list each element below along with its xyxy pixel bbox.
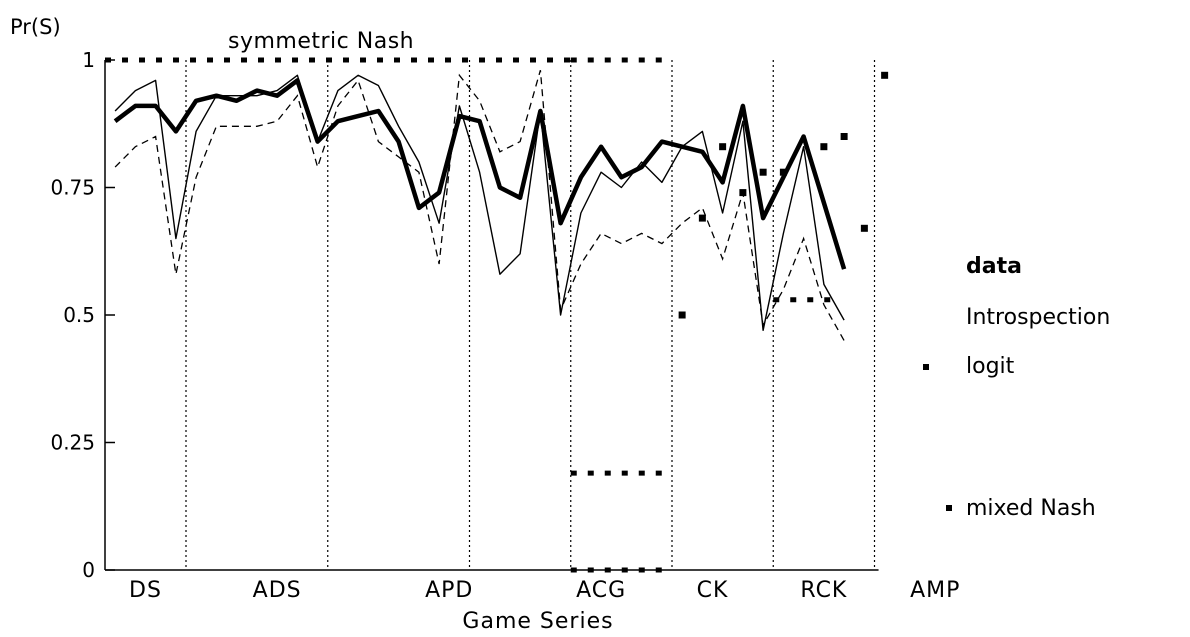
legend: data Introspection logit mixed Nash bbox=[923, 254, 1110, 521]
mixed-nash-point bbox=[719, 143, 727, 151]
mixed-nash-point bbox=[820, 143, 828, 151]
legend-data-label: data bbox=[966, 254, 1022, 279]
mixed-nash-point bbox=[881, 71, 889, 79]
series-layer bbox=[113, 70, 847, 341]
x-group-label: ADS bbox=[253, 578, 302, 603]
symmetric-nash-annotation: symmetric Nash bbox=[228, 29, 414, 54]
y-tick-label: 0.5 bbox=[63, 303, 95, 327]
x-axis-title: Game Series bbox=[462, 609, 613, 634]
x-group-label: APD bbox=[425, 578, 473, 603]
y-axis-title: Pr(S) bbox=[10, 15, 61, 39]
mixed-nash-point bbox=[698, 214, 706, 222]
legend-logit-label: logit bbox=[966, 354, 1015, 379]
axis-layer: 0 0.25 0.5 0.75 1 DS ADS APD ACG CK RCK AMP bbox=[50, 48, 960, 603]
y-tick-label: 0.25 bbox=[50, 431, 95, 455]
x-group-label: ACG bbox=[576, 578, 626, 603]
mixed-nash-point bbox=[759, 168, 767, 176]
legend-introspection-label: Introspection bbox=[966, 305, 1110, 330]
x-group-label: AMP bbox=[910, 578, 960, 603]
x-group-label: RCK bbox=[800, 578, 847, 603]
mixed-nash-point bbox=[840, 133, 848, 140]
y-tick-label: 0.75 bbox=[50, 176, 95, 200]
y-tick-label: 0 bbox=[82, 558, 95, 582]
mixed-nash-point bbox=[860, 224, 868, 232]
legend-mixed-nash-label: mixed Nash bbox=[966, 496, 1096, 521]
mixed-nash-point bbox=[678, 311, 686, 319]
series-line-data bbox=[113, 78, 847, 270]
series-line-logit bbox=[114, 70, 845, 341]
series-line-introspection bbox=[114, 74, 845, 331]
legend-mixed-nash-marker bbox=[946, 505, 952, 511]
x-group-label: DS bbox=[129, 578, 162, 603]
mixed-nash-layer bbox=[678, 71, 889, 319]
mixed-nash-point bbox=[739, 189, 747, 197]
legend-logit-marker bbox=[923, 364, 929, 370]
x-group-label: CK bbox=[697, 578, 729, 603]
mixed-nash-point bbox=[779, 168, 787, 176]
y-tick-label: 1 bbox=[82, 48, 95, 72]
divider-layer bbox=[185, 60, 876, 570]
